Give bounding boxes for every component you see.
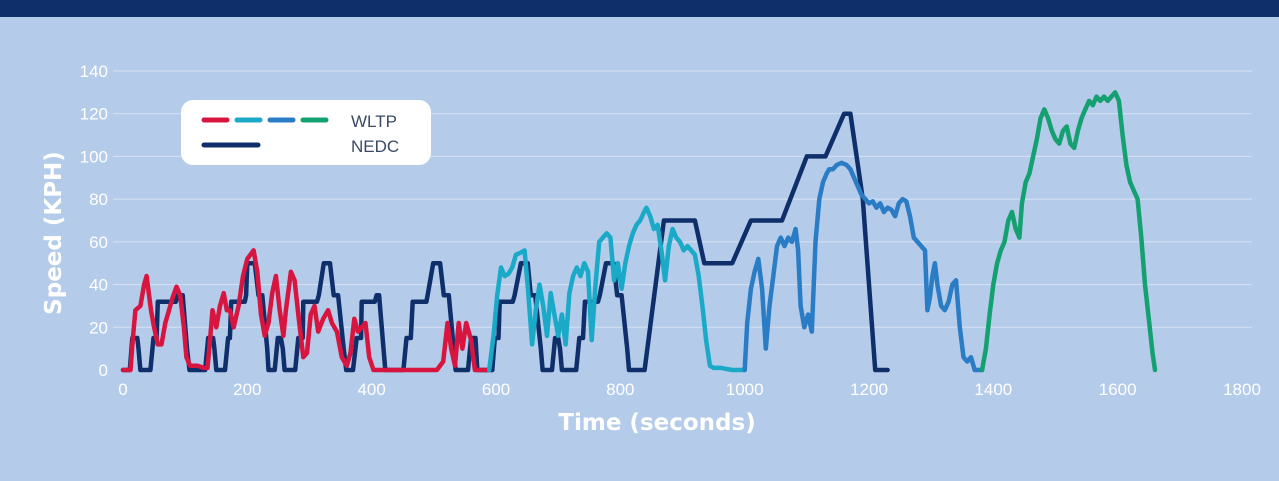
y-tick-label: 40 (89, 276, 108, 295)
x-tick-label: 0 (118, 380, 127, 399)
y-tick-label: 120 (80, 105, 108, 124)
series-line-wltp (979, 90, 1158, 373)
legend: WLTP NEDC (181, 100, 431, 165)
y-tick-label: 140 (80, 62, 108, 81)
y-tick-label: 0 (99, 361, 108, 380)
y-tick-labels: 0 20 40 60 80 100 120 140 (80, 62, 108, 380)
series-line-wltp (742, 160, 985, 373)
x-tick-label: 600 (482, 380, 510, 399)
x-tick-label: 800 (606, 380, 634, 399)
x-tick-label: 1800 (1223, 380, 1261, 399)
x-tick-label: 1000 (726, 380, 764, 399)
y-tick-label: 60 (89, 233, 108, 252)
legend-wltp-label: WLTP (351, 112, 397, 131)
series-line-wltp (486, 205, 747, 373)
header-bar (0, 0, 1279, 17)
grid-lines (113, 70, 1252, 328)
x-tick-label: 1200 (850, 380, 888, 399)
x-axis-title: Time (seconds) (558, 410, 755, 436)
y-tick-label: 100 (80, 147, 108, 166)
legend-box (181, 100, 431, 165)
series-lines (120, 90, 1158, 373)
x-tick-label: 400 (357, 380, 385, 399)
legend-nedc-label: NEDC (351, 137, 399, 156)
x-tick-label: 1400 (974, 380, 1012, 399)
x-tick-label: 200 (233, 380, 261, 399)
x-tick-labels: 0 200 400 600 800 1000 1200 1400 1600 1800 (118, 380, 1261, 399)
x-tick-label: 1600 (1099, 380, 1137, 399)
y-tick-label: 20 (89, 318, 108, 337)
y-axis-title: Speed (KPH) (41, 151, 67, 315)
y-tick-label: 80 (89, 190, 108, 209)
series-line-wltp (120, 248, 492, 373)
